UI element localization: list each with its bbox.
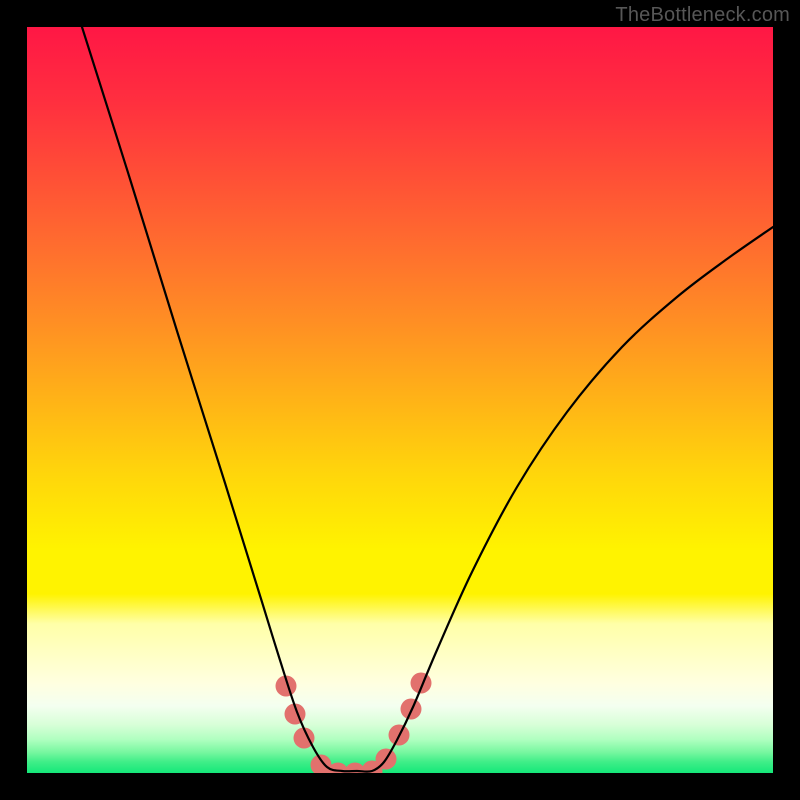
plot-area	[27, 27, 773, 773]
markers-group	[276, 673, 432, 774]
watermark: TheBottleneck.com	[615, 4, 790, 27]
curve-layer	[27, 27, 773, 773]
main-curve	[82, 27, 773, 772]
